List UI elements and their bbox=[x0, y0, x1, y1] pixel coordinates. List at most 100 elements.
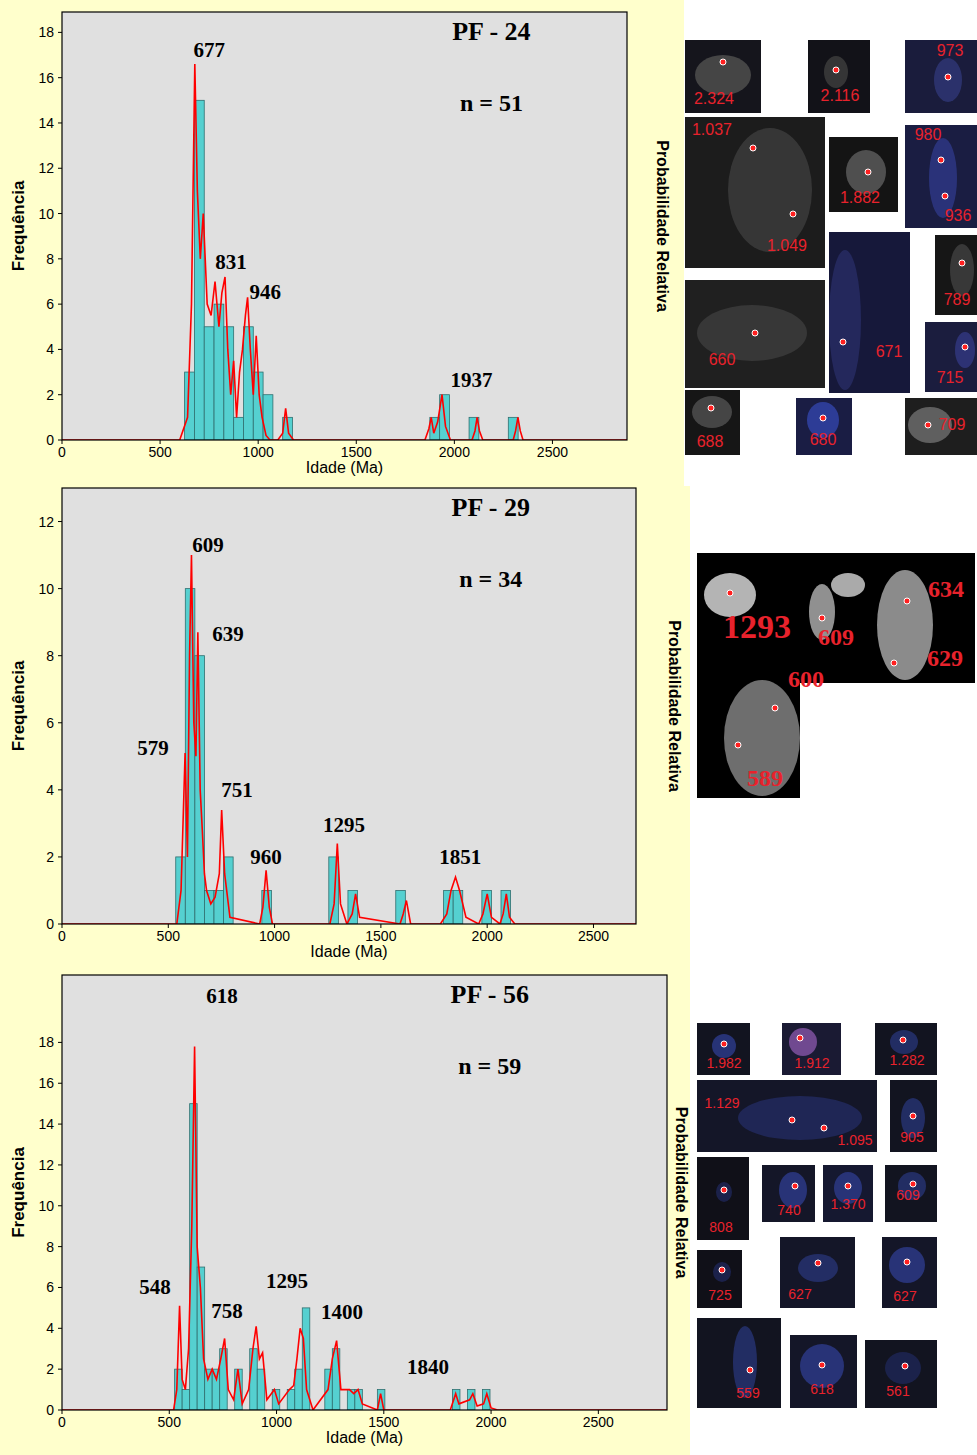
spot-marker bbox=[904, 1259, 910, 1265]
cl-image-panel: 1.9821.9121.2821.1291.0959058087401.3706… bbox=[697, 1023, 937, 1408]
y-tick bbox=[58, 521, 62, 522]
peak-label: 946 bbox=[249, 280, 281, 304]
x-tick-label: 0 bbox=[58, 444, 66, 460]
spot-age-label: 609 bbox=[896, 1187, 920, 1203]
y-tick bbox=[58, 1083, 62, 1084]
cl-image-tile bbox=[697, 553, 975, 683]
cl-image-tile bbox=[885, 1165, 937, 1222]
y-tick-label: 4 bbox=[46, 341, 54, 357]
y-tick-label: 2 bbox=[46, 849, 54, 865]
y-tick-label: 12 bbox=[38, 1157, 54, 1173]
y-tick bbox=[58, 722, 62, 723]
y-tick bbox=[58, 258, 62, 259]
spot-age-label: 1.129 bbox=[704, 1095, 739, 1111]
zircon-grain bbox=[829, 250, 861, 390]
histogram-bar bbox=[234, 417, 244, 440]
spot-age-label: 715 bbox=[937, 369, 964, 386]
spot-marker bbox=[840, 339, 846, 345]
spot-age-label: 671 bbox=[876, 343, 903, 360]
spot-age-label: 980 bbox=[915, 126, 942, 143]
x-tick-label: 1500 bbox=[365, 928, 396, 944]
y-tick-label: 18 bbox=[38, 1034, 54, 1050]
spot-age-label: 559 bbox=[736, 1385, 760, 1401]
x-tick-label: 500 bbox=[148, 444, 172, 460]
zircon-grain bbox=[831, 573, 865, 597]
page-background bbox=[0, 0, 977, 1455]
spot-age-label: 600 bbox=[788, 666, 824, 692]
x-tick-label: 500 bbox=[157, 928, 181, 944]
spot-age-label: 1.037 bbox=[692, 121, 732, 138]
plot-frame bbox=[62, 975, 667, 1410]
histogram-panel: 05001000150020002500024681012141618Frequ… bbox=[0, 0, 684, 486]
chart-background bbox=[0, 0, 684, 486]
y-tick bbox=[58, 1246, 62, 1247]
spot-age-label: 1.049 bbox=[767, 237, 807, 254]
y2-axis-title: Probabilidade Relativa bbox=[673, 1107, 690, 1279]
x-tick-label: 2500 bbox=[578, 928, 609, 944]
zircon-grain bbox=[695, 55, 751, 95]
peak-label: 751 bbox=[221, 778, 253, 802]
zircon-grain bbox=[934, 58, 962, 102]
x-tick-label: 500 bbox=[158, 1414, 182, 1430]
peak-label: 609 bbox=[192, 533, 224, 557]
spot-marker bbox=[719, 1267, 725, 1273]
spot-age-label: 709 bbox=[939, 416, 966, 433]
plot-frame bbox=[62, 12, 627, 440]
peak-label: 1840 bbox=[407, 1355, 449, 1379]
y-tick-label: 6 bbox=[46, 1279, 54, 1295]
cl-image-tile bbox=[865, 1340, 937, 1408]
zircon-grain bbox=[877, 570, 933, 680]
spot-marker bbox=[891, 660, 897, 666]
y-tick bbox=[58, 1205, 62, 1206]
zircon-grain bbox=[929, 138, 957, 218]
y-tick-label: 4 bbox=[46, 1320, 54, 1336]
x-tick-label: 2500 bbox=[583, 1414, 614, 1430]
data-group bbox=[62, 1046, 667, 1410]
peak-label: 960 bbox=[250, 845, 282, 869]
histogram-bar bbox=[204, 327, 214, 440]
spot-marker bbox=[904, 598, 910, 604]
peak-label: 1400 bbox=[321, 1300, 363, 1324]
y-tick bbox=[58, 1164, 62, 1165]
y-tick-label: 8 bbox=[46, 648, 54, 664]
y-tick-label: 16 bbox=[38, 70, 54, 86]
plot-frame bbox=[62, 488, 636, 924]
spot-marker bbox=[900, 1037, 906, 1043]
y-tick bbox=[58, 1287, 62, 1288]
spot-age-label: 680 bbox=[810, 431, 837, 448]
spot-marker bbox=[925, 422, 931, 428]
histogram-bar bbox=[263, 395, 273, 440]
zircon-grain bbox=[728, 128, 812, 252]
zircon-grain bbox=[716, 1182, 732, 1202]
probability-curve bbox=[62, 64, 627, 440]
y-tick-label: 12 bbox=[38, 514, 54, 530]
cl-image-tile bbox=[905, 40, 977, 113]
spot-age-label: 1.370 bbox=[830, 1196, 865, 1212]
cl-image-tile bbox=[890, 1080, 937, 1152]
y-tick-label: 8 bbox=[46, 1239, 54, 1255]
spot-marker bbox=[819, 1362, 825, 1368]
y-tick bbox=[58, 213, 62, 214]
y-tick bbox=[58, 856, 62, 857]
y-tick bbox=[58, 304, 62, 305]
chart-title: PF - 29 bbox=[452, 493, 530, 522]
spot-age-label: 725 bbox=[708, 1287, 732, 1303]
cl-image-tile bbox=[685, 117, 825, 268]
spot-marker bbox=[962, 344, 968, 350]
plot-area bbox=[62, 975, 667, 1410]
cl-image-tile bbox=[697, 1080, 877, 1152]
y-tick-label: 4 bbox=[46, 782, 54, 798]
x-axis-title: Idade (Ma) bbox=[310, 943, 387, 960]
y-tick-label: 10 bbox=[38, 1198, 54, 1214]
spot-age-label: 627 bbox=[788, 1286, 812, 1302]
y-tick bbox=[58, 1124, 62, 1125]
spot-age-label: 660 bbox=[709, 351, 736, 368]
peak-label: 1937 bbox=[450, 368, 492, 392]
spot-marker bbox=[845, 1183, 851, 1189]
spot-age-label: 589 bbox=[747, 765, 783, 791]
y-tick bbox=[58, 1369, 62, 1370]
spot-marker bbox=[815, 1260, 821, 1266]
y-tick bbox=[58, 122, 62, 123]
data-group bbox=[62, 64, 627, 440]
chart-subtitle: n = 51 bbox=[460, 90, 523, 116]
